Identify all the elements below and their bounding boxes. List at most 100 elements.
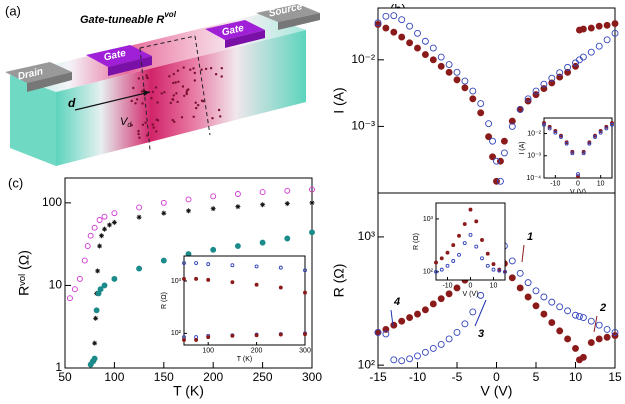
data-point [524, 293, 532, 301]
data-point [445, 335, 453, 343]
data-point [414, 44, 421, 52]
data-point [540, 293, 548, 301]
data-point [93, 315, 99, 321]
gate-pad [205, 20, 265, 40]
data-point [532, 87, 540, 95]
data-point [182, 276, 186, 281]
volume-text: V [120, 116, 129, 128]
y-tick-label: 10⁻³ [351, 119, 375, 133]
data-point [532, 302, 540, 310]
data-point [524, 279, 532, 287]
data-point [508, 257, 516, 265]
data-point [469, 87, 477, 95]
data-point [84, 243, 91, 249]
data-point [390, 28, 398, 36]
data-point [421, 306, 429, 314]
data-point [500, 149, 508, 157]
panel-label: (a) [5, 3, 21, 18]
plot-frame [183, 255, 306, 346]
data-point [587, 48, 595, 56]
distance-arrow [74, 91, 151, 111]
data-point [259, 189, 266, 196]
annotation-arrow [390, 309, 394, 327]
data-point [587, 317, 595, 325]
data-point [477, 109, 485, 117]
data-point [111, 275, 118, 282]
y-tick-label: 10³ [423, 216, 434, 223]
data-point [579, 353, 587, 361]
carrier-dot [168, 75, 171, 78]
x-tick-label: 10 [597, 180, 605, 187]
data-point [303, 290, 307, 295]
data-point [254, 282, 259, 287]
carrier-dot [130, 124, 133, 127]
carrier-dot [211, 117, 214, 120]
data-point [540, 80, 548, 88]
data-point [406, 39, 414, 47]
chart: 10⁻⁴ 10⁻³ 10⁻² -10 0 10 V (V) I (A) [519, 117, 614, 196]
data-point [230, 333, 235, 338]
data-point [474, 219, 479, 224]
data-point [587, 24, 595, 32]
data-point [93, 307, 100, 314]
carrier-dot [204, 67, 208, 71]
data-point [194, 276, 199, 281]
data-point [559, 135, 563, 139]
data-point [390, 356, 398, 364]
carrier-dot [134, 102, 137, 105]
drain-pad [5, 62, 72, 83]
data-point [278, 285, 283, 290]
data-point [111, 210, 118, 217]
data-point [374, 19, 382, 27]
carrier-dot [214, 73, 218, 76]
data-point [111, 219, 117, 225]
data-point [210, 206, 216, 212]
data-point [99, 233, 105, 239]
data-point [284, 235, 291, 242]
data-point [595, 321, 603, 329]
data-point [160, 257, 167, 264]
data-point [548, 298, 556, 306]
data-point [260, 202, 266, 208]
data-point [445, 68, 453, 76]
data-point [421, 348, 429, 356]
y-tick-label: 10 [49, 278, 63, 292]
data-point [524, 97, 532, 105]
data-point [101, 213, 108, 220]
y-tick-label: 1 [55, 360, 62, 374]
data-point [540, 310, 548, 318]
data-point [451, 259, 456, 263]
data-point [451, 243, 456, 248]
x-axis-label: V (V) [463, 291, 479, 298]
data-point [461, 320, 469, 328]
data-point [414, 29, 421, 37]
data-point [461, 84, 469, 92]
carrier-dot [137, 132, 140, 136]
data-point [548, 79, 556, 87]
data-point [309, 186, 315, 193]
data-point [91, 224, 98, 231]
carrier-dot [176, 100, 179, 104]
data-point [491, 262, 496, 267]
data-point [572, 311, 579, 319]
carrier-dot [217, 108, 221, 112]
data-point [564, 63, 572, 71]
data-point [611, 20, 619, 28]
data-point [570, 151, 575, 156]
y-tick-label: 10⁻³ [527, 153, 541, 160]
carrier-dot [171, 118, 174, 122]
x-tick-label: 5 [533, 370, 540, 384]
data-point [516, 269, 524, 277]
diagram-title: Gate-tuneable Rvol [80, 10, 177, 26]
x-tick-label: -10 [442, 282, 452, 289]
carrier-dot [172, 94, 175, 97]
data-point [303, 268, 307, 273]
carrier-dot [144, 121, 147, 125]
data-point [556, 69, 564, 77]
title-text: Gate-tuneable R [80, 14, 164, 26]
data-point [437, 53, 445, 61]
y-tick-label: 10⁻² [527, 130, 541, 137]
carrier-dot [150, 97, 153, 100]
data-point [453, 284, 461, 292]
carrier-dot [192, 115, 195, 119]
